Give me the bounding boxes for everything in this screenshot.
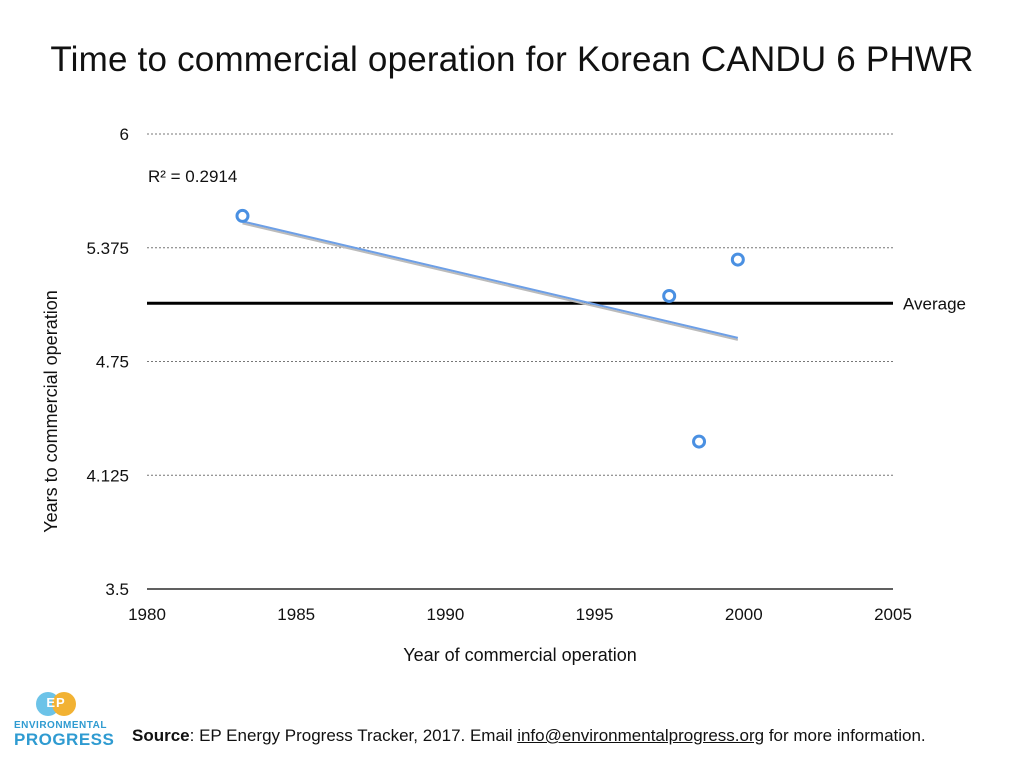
y-tick-label: 5.375 [86, 239, 129, 258]
data-point [662, 288, 677, 303]
x-tick-label: 1985 [277, 605, 315, 624]
x-tick-label: 1980 [128, 605, 166, 624]
source-text: : EP Energy Progress Tracker, 2017. Emai… [189, 726, 518, 745]
data-point [730, 252, 745, 267]
logo-line-2: PROGRESS [14, 730, 115, 749]
ep-logo-icon: EP [36, 692, 80, 716]
r-squared-label: R² = 0.2914 [148, 167, 237, 186]
x-tick-label: 2005 [874, 605, 912, 624]
x-tick-label: 2000 [725, 605, 763, 624]
source-text-after: for more information. [764, 726, 926, 745]
y-tick-label: 3.5 [105, 580, 129, 599]
x-tick-label: 1990 [426, 605, 464, 624]
x-axis-title: Year of commercial operation [403, 645, 636, 665]
trendline-shadow [242, 222, 739, 341]
x-tick-label: 1995 [576, 605, 614, 624]
data-point [692, 434, 707, 449]
y-tick-label: 4.75 [96, 353, 129, 372]
average-label: Average [903, 294, 966, 313]
environmental-progress-logo: EP ENVIRONMENTAL PROGRESS [14, 692, 115, 749]
source-label: Source [132, 726, 190, 745]
email-link[interactable]: info@environmentalprogress.org [517, 726, 765, 745]
data-point [235, 208, 250, 223]
chart-title: Time to commercial operation for Korean … [50, 40, 974, 79]
trendline [242, 220, 739, 339]
source-note: Source: EP Energy Progress Tracker, 2017… [132, 726, 926, 746]
logo-line-1: ENVIRONMENTAL [14, 720, 107, 731]
y-axis-title: Years to commercial operation [41, 290, 61, 532]
y-tick-label: 4.125 [86, 466, 129, 485]
logo-mark-text: EP [46, 695, 66, 710]
y-tick-label: 6 [120, 125, 129, 144]
